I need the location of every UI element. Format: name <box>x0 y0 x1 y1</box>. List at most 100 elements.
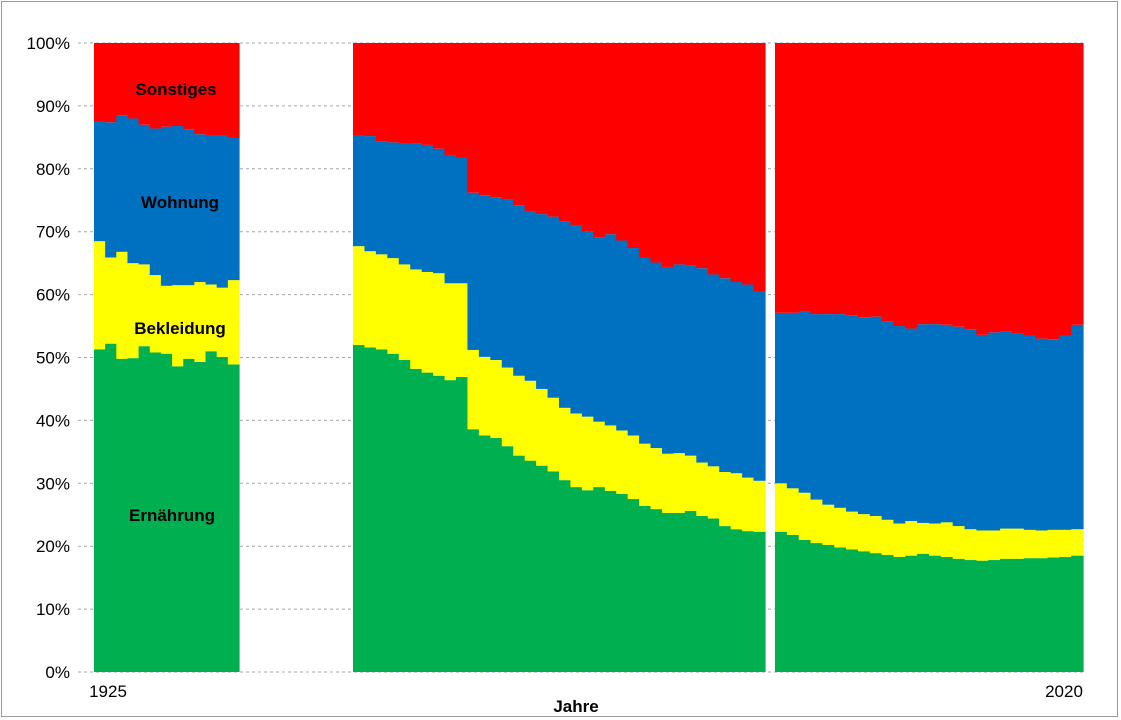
area-column-ernaehrung <box>742 531 755 672</box>
area-column-wohnung <box>536 214 549 389</box>
area-column-wohnung <box>846 315 859 512</box>
area-column-wohnung <box>1011 333 1025 529</box>
area-column-wohnung <box>730 282 743 474</box>
area-column-sonstiges <box>869 43 883 317</box>
area-column-ernaehrung <box>364 347 377 672</box>
area-column-sonstiges <box>846 43 859 316</box>
area-column-wohnung <box>444 154 457 284</box>
area-column-wohnung <box>94 121 106 242</box>
area-column-bekleidung <box>160 285 173 354</box>
area-column-bekleidung <box>570 413 583 488</box>
area-column-ernaehrung <box>536 465 549 672</box>
area-column-ernaehrung <box>650 509 663 672</box>
area-column-ernaehrung <box>547 471 560 672</box>
area-column-ernaehrung <box>127 358 140 672</box>
area-column-bekleidung <box>917 522 930 554</box>
area-column-wohnung <box>869 316 883 517</box>
area-column-ernaehrung <box>444 380 457 672</box>
area-column-sonstiges <box>375 43 388 142</box>
area-column-sonstiges <box>467 43 480 193</box>
area-column-sonstiges <box>536 43 549 215</box>
area-column-sonstiges <box>952 43 966 327</box>
area-column-wohnung <box>753 291 766 481</box>
area-column-ernaehrung <box>696 516 709 672</box>
y-tick-label: 90% <box>36 97 70 116</box>
area-column-bekleidung <box>94 241 106 350</box>
area-column-bekleidung <box>730 473 743 530</box>
area-column-wohnung <box>547 216 560 398</box>
area-column-sonstiges <box>707 43 720 275</box>
area-column-wohnung <box>116 115 129 252</box>
area-column-wohnung <box>673 264 686 454</box>
area-column-sonstiges <box>775 43 788 313</box>
area-column-sonstiges <box>834 43 847 315</box>
area-column-sonstiges <box>976 43 989 335</box>
area-column-bekleidung <box>536 388 549 466</box>
area-column-bekleidung <box>444 283 457 381</box>
area-column-bekleidung <box>1023 529 1037 559</box>
area-column-sonstiges <box>798 43 812 312</box>
area-column-bekleidung <box>387 258 400 354</box>
area-column-sonstiges <box>964 43 977 330</box>
area-column-sonstiges <box>364 43 377 137</box>
area-column-sonstiges <box>490 43 503 198</box>
area-column-sonstiges <box>650 43 663 263</box>
area-column-sonstiges <box>742 43 755 285</box>
area-column-wohnung <box>387 142 400 259</box>
area-column-ernaehrung <box>822 544 835 672</box>
area-column-sonstiges <box>822 43 835 315</box>
area-column-wohnung <box>707 274 720 467</box>
area-column-ernaehrung <box>1071 555 1084 672</box>
area-column-ernaehrung <box>905 555 918 672</box>
area-column-sonstiges <box>893 43 906 327</box>
area-column-bekleidung <box>227 280 240 365</box>
area-column-sonstiges <box>513 43 526 206</box>
area-column-bekleidung <box>810 499 823 544</box>
area-column-sonstiges <box>1059 43 1072 336</box>
area-column-sonstiges <box>881 43 895 322</box>
area-column-bekleidung <box>696 462 709 517</box>
area-column-sonstiges <box>1011 43 1025 334</box>
area-column-ernaehrung <box>387 353 400 672</box>
area-column-sonstiges <box>149 43 162 129</box>
area-column-ernaehrung <box>869 553 883 672</box>
area-column-sonstiges <box>905 43 918 329</box>
area-column-bekleidung <box>834 507 847 548</box>
area-column-bekleidung <box>138 264 151 347</box>
area-column-sonstiges <box>421 43 434 145</box>
area-column-ernaehrung <box>160 353 173 672</box>
area-column-bekleidung <box>183 285 195 359</box>
area-column-sonstiges <box>604 43 617 235</box>
y-tick-label: 10% <box>36 600 70 619</box>
area-column-sonstiges <box>696 43 709 269</box>
area-column-wohnung <box>467 192 480 350</box>
area-column-sonstiges <box>138 43 151 125</box>
area-column-sonstiges <box>1023 43 1037 336</box>
area-column-ernaehrung <box>627 499 640 672</box>
area-column-ernaehrung <box>581 490 594 672</box>
area-column-ernaehrung <box>501 446 514 672</box>
area-column-wohnung <box>570 225 583 414</box>
area-column-wohnung <box>364 136 377 252</box>
area-column-ernaehrung <box>570 487 583 672</box>
area-column-ernaehrung <box>673 512 686 672</box>
area-column-sonstiges <box>160 43 173 127</box>
area-column-ernaehrung <box>929 555 942 672</box>
area-column-bekleidung <box>501 367 514 447</box>
area-column-bekleidung <box>205 284 218 352</box>
area-column-sonstiges <box>547 43 560 217</box>
area-column-ernaehrung <box>1023 558 1037 672</box>
area-column-sonstiges <box>857 43 871 318</box>
area-column-wohnung <box>857 317 871 515</box>
y-tick-label: 60% <box>36 286 70 305</box>
area-column-wohnung <box>205 135 218 285</box>
area-column-bekleidung <box>719 471 732 527</box>
area-column-sonstiges <box>387 43 400 143</box>
area-column-sonstiges <box>616 43 629 241</box>
area-column-sonstiges <box>172 43 184 127</box>
area-column-wohnung <box>353 135 366 247</box>
area-column-bekleidung <box>1047 529 1060 558</box>
area-column-ernaehrung <box>172 366 184 672</box>
area-column-wohnung <box>604 234 617 426</box>
area-column-wohnung <box>172 126 184 286</box>
